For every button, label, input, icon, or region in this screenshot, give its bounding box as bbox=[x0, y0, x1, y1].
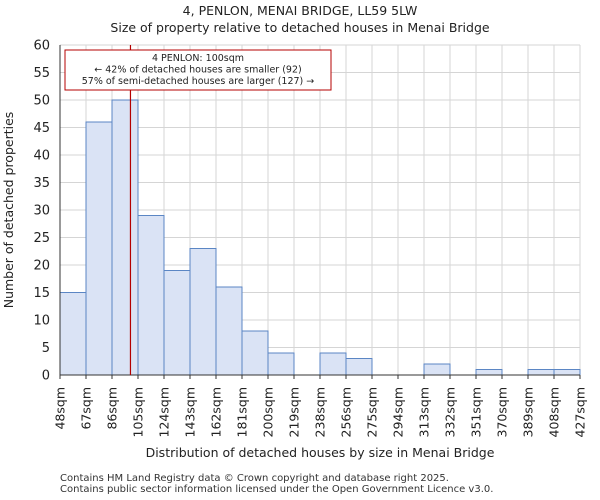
y-tick-label: 60 bbox=[33, 39, 50, 54]
footer-line-1: Contains HM Land Registry data © Crown c… bbox=[60, 473, 449, 484]
x-tick-label: 181sqm bbox=[235, 387, 250, 437]
annotation-box bbox=[64, 49, 332, 91]
bar bbox=[59, 292, 87, 376]
x-tick-label: 219sqm bbox=[287, 387, 302, 437]
annotation-line: ← 42% of detached houses are smaller (92… bbox=[94, 65, 301, 76]
x-tick-label: 427sqm bbox=[573, 387, 588, 437]
y-tick-label: 15 bbox=[33, 286, 50, 301]
bar bbox=[189, 248, 217, 376]
x-tick-label: 124sqm bbox=[157, 387, 172, 437]
bar bbox=[163, 270, 191, 376]
y-tick-label: 50 bbox=[33, 94, 50, 109]
x-tick-label: 143sqm bbox=[183, 387, 198, 437]
bar bbox=[241, 330, 269, 376]
y-tick-label: 35 bbox=[33, 176, 50, 191]
x-tick-label: 313sqm bbox=[417, 387, 432, 437]
y-tick-label: 5 bbox=[42, 341, 50, 356]
bar bbox=[137, 215, 165, 376]
x-tick-label: 332sqm bbox=[443, 387, 458, 437]
bar bbox=[85, 121, 113, 376]
y-tick-label: 10 bbox=[33, 314, 50, 329]
x-tick-label: 408sqm bbox=[547, 387, 562, 437]
bar bbox=[475, 369, 503, 376]
y-tick-label: 55 bbox=[33, 66, 50, 81]
x-tick-label: 275sqm bbox=[365, 387, 380, 437]
bar bbox=[527, 369, 555, 376]
chart-subtitle: Size of property relative to detached ho… bbox=[110, 20, 490, 35]
bar bbox=[345, 358, 373, 376]
x-tick-label: 256sqm bbox=[339, 387, 354, 437]
bar bbox=[215, 286, 243, 376]
y-axis-label: Number of detached properties bbox=[1, 112, 16, 309]
bar bbox=[267, 352, 295, 376]
y-tick-label: 0 bbox=[42, 369, 50, 384]
x-axis-label: Distribution of detached houses by size … bbox=[146, 445, 495, 460]
annotation-line: 4 PENLON: 100sqm bbox=[152, 53, 244, 64]
x-tick-label: 200sqm bbox=[261, 387, 276, 437]
x-tick-label: 389sqm bbox=[521, 387, 536, 437]
x-tick-label: 370sqm bbox=[495, 387, 510, 437]
y-tick-label: 45 bbox=[33, 121, 50, 136]
bar bbox=[111, 99, 139, 376]
bar bbox=[319, 352, 347, 376]
y-tick-label: 30 bbox=[33, 204, 50, 219]
chart-title: 4, PENLON, MENAI BRIDGE, LL59 5LW bbox=[182, 3, 418, 18]
bar bbox=[423, 363, 451, 376]
footer-line-2: Contains public sector information licen… bbox=[60, 484, 494, 495]
histogram-chart: 0 5 10 15 20 25 30 35 40 45 50 55 60 48sqm 67sqm 86sqm 1… bbox=[1, 39, 588, 461]
x-tick-label: 162sqm bbox=[209, 387, 224, 437]
annotation-line: 57% of semi-detached houses are larger (… bbox=[82, 76, 315, 87]
y-tick-label: 40 bbox=[33, 149, 50, 164]
bar bbox=[553, 369, 581, 376]
x-tick-label: 86sqm bbox=[105, 387, 120, 430]
y-tick-label: 20 bbox=[33, 259, 50, 274]
x-tick-label: 351sqm bbox=[469, 387, 484, 437]
x-tick-label: 48sqm bbox=[53, 387, 68, 430]
x-tick-label: 67sqm bbox=[79, 387, 94, 430]
y-tick-label: 25 bbox=[33, 231, 50, 246]
x-tick-label: 105sqm bbox=[131, 387, 146, 437]
x-tick-label: 238sqm bbox=[313, 387, 328, 437]
x-tick-label: 294sqm bbox=[391, 387, 406, 437]
